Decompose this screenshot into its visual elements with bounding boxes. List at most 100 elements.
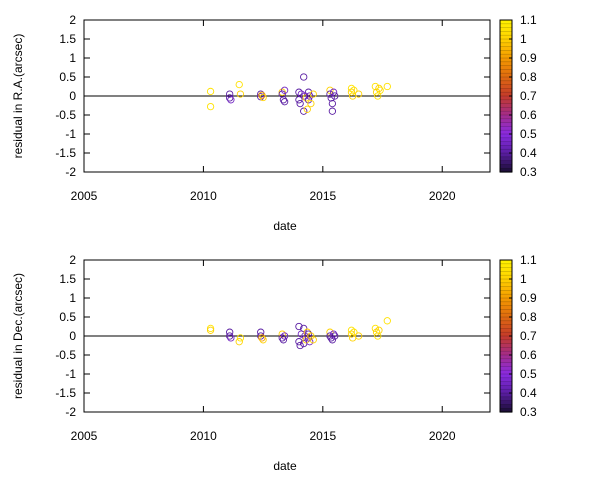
- chart0-data-point: [236, 90, 245, 98]
- chart1-ytick-label: -1: [65, 367, 76, 381]
- chart1-data-point: [280, 332, 289, 340]
- chart0-colorbar-band: [500, 54, 512, 59]
- chart0-colorbar-band: [500, 99, 512, 105]
- chart1-data-point: [257, 328, 265, 336]
- chart0-colorbar-tick-label: 0.6: [520, 108, 537, 122]
- chart0-data-point: [331, 92, 339, 100]
- chart1-data-point: [226, 332, 234, 340]
- chart1-ytick-label: -2: [65, 405, 76, 419]
- chart1-ytick-label: 1.5: [59, 272, 76, 286]
- chart0-colorbar-band: [500, 88, 512, 93]
- chart0-data-point: [326, 90, 334, 98]
- chart1-data-point: [331, 332, 339, 340]
- chart1-colorbar-tick-label: 0.5: [520, 367, 537, 381]
- chart1-ytick-label: -0.5: [55, 348, 76, 362]
- chart1-data-point: [206, 324, 215, 333]
- chart0-data-point: [328, 107, 337, 115]
- chart0-data-point: [206, 87, 215, 96]
- chart1-data-point: [235, 338, 243, 346]
- chart0-xtick-label: 2020: [429, 189, 456, 203]
- chart1-colorbar-tick-label: 0.4: [520, 386, 537, 400]
- chart0-colorbar-tick-label: 0.8: [520, 70, 537, 84]
- chart1-data-point: [236, 334, 245, 342]
- chart1-colorbar-band: [500, 286, 512, 291]
- chart1-ytick-label: 1: [69, 291, 76, 305]
- chart1-data-point: [226, 328, 234, 336]
- chart0-data-point: [300, 107, 308, 115]
- chart0-colorbar-band: [500, 35, 512, 40]
- chart0-xtick-label: 2005: [71, 189, 98, 203]
- chart0-data-point: [227, 96, 235, 104]
- chart0-colorbar-band: [500, 61, 512, 67]
- chart1-data-point: [329, 330, 338, 338]
- chart0-colorbar-band: [500, 145, 512, 150]
- chart1-colorbar-band: [500, 294, 512, 299]
- chart0-data-point: [347, 88, 356, 96]
- chart1-colorbar-tick-label: 0.9: [520, 291, 537, 305]
- chart1-colorbar-tick-label: 1: [520, 272, 527, 286]
- chart1-colorbar-band: [500, 400, 512, 405]
- chart0-data-point: [354, 90, 363, 98]
- chart1-data-point: [304, 330, 313, 338]
- chart0-data-point: [304, 88, 313, 96]
- chart0-colorbar-band: [500, 69, 512, 74]
- chart1-colorbar-band: [500, 324, 512, 329]
- chart0-ytick-label: 0.5: [59, 70, 76, 84]
- chart1-ytick-label: 0.5: [59, 310, 76, 324]
- chart1-colorbar-band: [500, 374, 512, 379]
- chart0-colorbar-band: [500, 96, 512, 101]
- chart1-colorbar-band: [500, 317, 512, 322]
- chart1-data-point: [326, 328, 334, 336]
- chart1-colorbar-band: [500, 313, 512, 318]
- chart1-data-point: [327, 334, 335, 342]
- chart0-data-point: [259, 93, 267, 102]
- chart0-colorbar-band: [500, 77, 512, 82]
- chart1-data-point: [374, 332, 382, 340]
- chart0-data-point: [376, 86, 384, 94]
- chart0-data-point: [326, 86, 334, 94]
- chart0-data-point: [371, 82, 380, 91]
- chart0-data-point: [350, 86, 358, 94]
- chart1-data-point: [307, 332, 315, 340]
- chart0-colorbar-band: [500, 122, 512, 127]
- chart1-colorbar-band: [500, 301, 512, 307]
- chart0-data-point: [375, 84, 383, 93]
- chart0-ytick-label: 2: [69, 13, 76, 27]
- chart1-colorbar-band: [500, 404, 512, 409]
- chart1-xtick-label: 2010: [190, 429, 217, 443]
- chart1-colorbar-band: [500, 351, 512, 356]
- chart0-colorbar-tick-label: 0.4: [520, 146, 537, 160]
- chart1-data-point: [328, 336, 337, 344]
- chart1-colorbar-band: [500, 339, 512, 345]
- chart1-data-point: [304, 334, 313, 342]
- chart1-colorbar-tick-label: 0.3: [520, 405, 537, 419]
- chart0-colorbar-band: [500, 118, 512, 124]
- chart1-data-point: [306, 338, 314, 346]
- chart1-colorbar-band: [500, 355, 512, 360]
- chart1-colorbar-band: [500, 408, 512, 413]
- chart1-colorbar-band: [500, 343, 512, 348]
- chart1-data-point: [326, 332, 334, 340]
- chart0-colorbar-tick-label: 0.3: [520, 165, 537, 179]
- chart0-colorbar-band: [500, 39, 512, 44]
- chart0-colorbar-band: [500, 73, 512, 78]
- chart1-colorbar-band: [500, 275, 512, 280]
- chart0-colorbar-band: [500, 137, 512, 143]
- chart1-colorbar-band: [500, 366, 512, 371]
- chart1-data-point: [279, 336, 288, 344]
- chart0-data-point: [226, 90, 234, 98]
- chart1-xlabel: date: [273, 459, 297, 473]
- chart1-colorbar-band: [500, 336, 512, 341]
- chart0-xlabel: date: [273, 219, 297, 233]
- chart1-data-point: [258, 334, 266, 342]
- chart0-data-point: [328, 99, 337, 108]
- chart0-colorbar-band: [500, 80, 512, 86]
- chart1-colorbar-band: [500, 358, 512, 364]
- chart1-colorbar-band: [500, 282, 512, 288]
- chart1-colorbar-band: [500, 298, 512, 303]
- chart0-data-point: [296, 99, 304, 108]
- chart1-data-point: [295, 338, 303, 346]
- chart1-data-point: [259, 336, 267, 344]
- chart1-colorbar-band: [500, 260, 512, 265]
